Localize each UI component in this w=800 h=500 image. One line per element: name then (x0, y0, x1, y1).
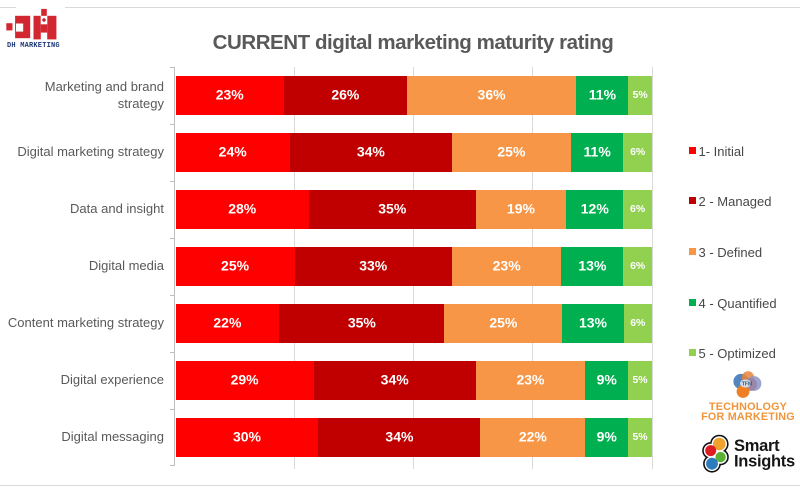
svg-text:TFM: TFM (742, 382, 752, 388)
svg-text:Smart: Smart (734, 437, 780, 455)
svg-text:Insights: Insights (734, 453, 795, 471)
